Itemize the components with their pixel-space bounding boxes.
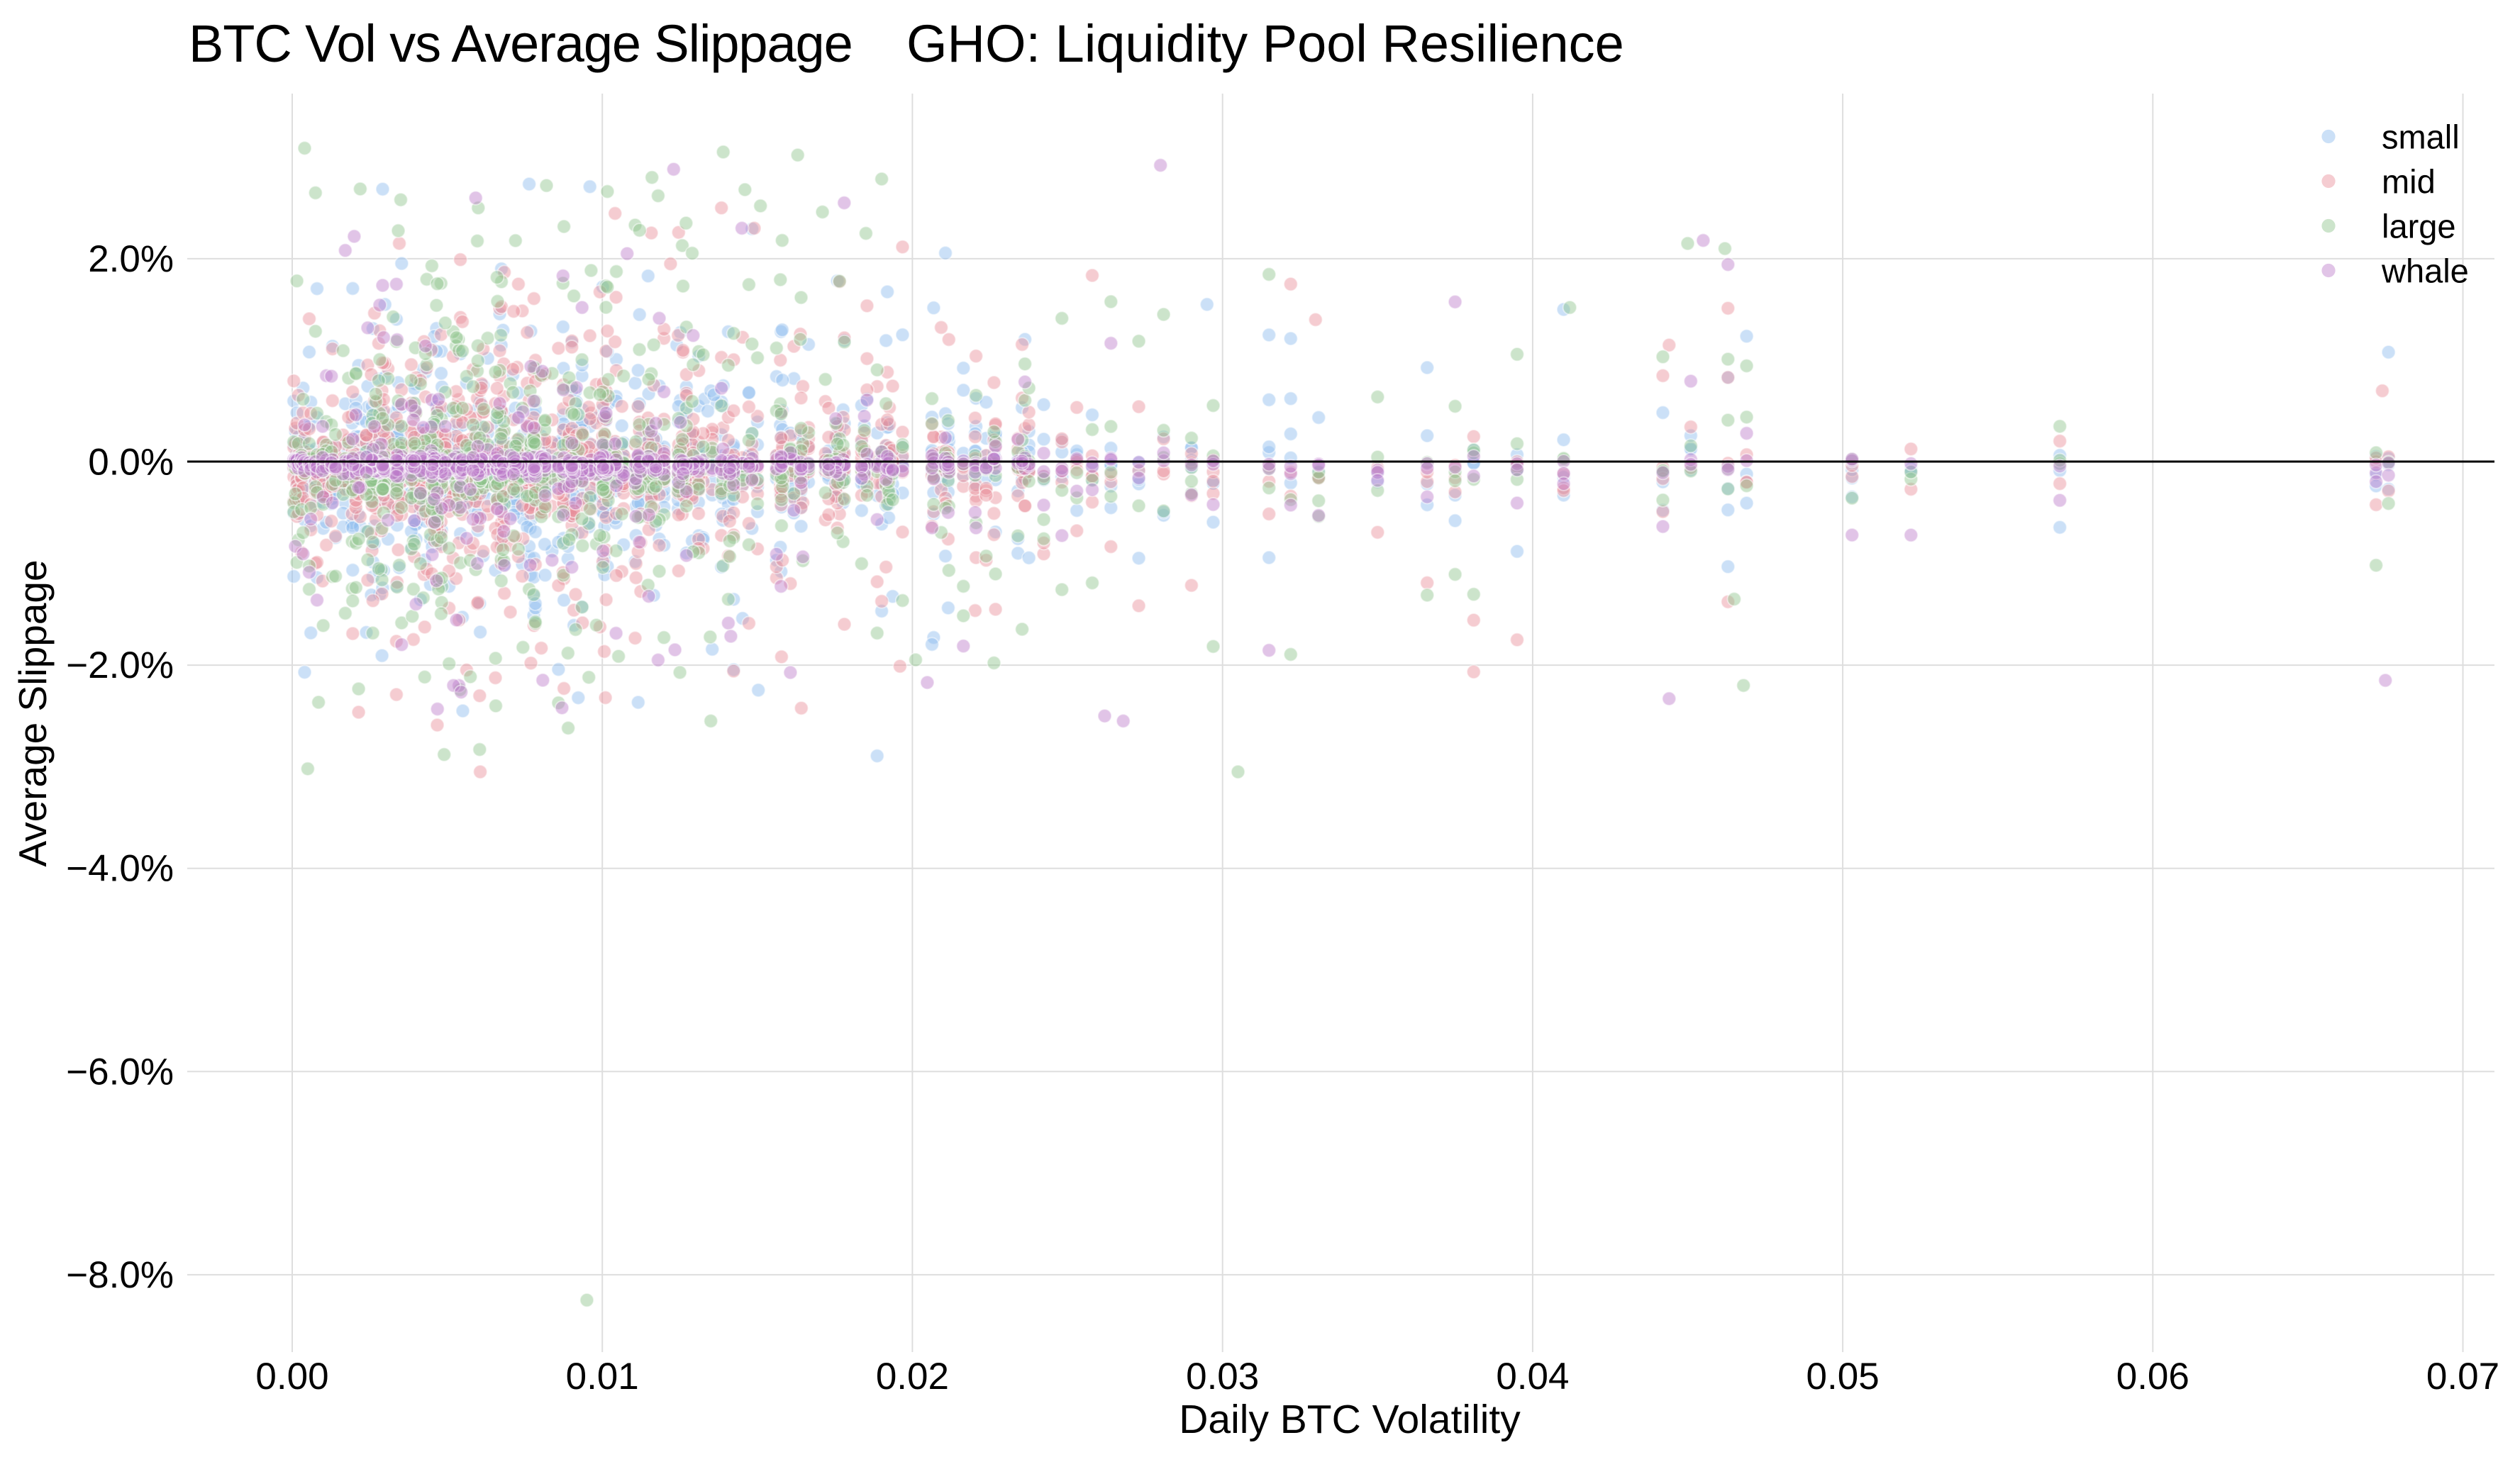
- svg-text:−6.0%: −6.0%: [66, 1051, 174, 1093]
- svg-text:BTC Vol vs Average Slippage: BTC Vol vs Average Slippage: [189, 14, 853, 73]
- svg-text:small: small: [2382, 118, 2460, 156]
- svg-text:−2.0%: −2.0%: [66, 644, 174, 686]
- svg-text:−4.0%: −4.0%: [66, 848, 174, 890]
- svg-text:0.06: 0.06: [2116, 1356, 2189, 1397]
- svg-text:mid: mid: [2382, 163, 2436, 201]
- svg-text:0.02: 0.02: [876, 1356, 949, 1397]
- svg-text:GHO: Liquidity Pool Resilience: GHO: Liquidity Pool Resilience: [906, 14, 1624, 73]
- svg-text:Average Slippage: Average Slippage: [11, 559, 55, 866]
- svg-text:−8.0%: −8.0%: [66, 1254, 174, 1296]
- svg-text:0.0%: 0.0%: [88, 442, 174, 484]
- svg-text:0.07: 0.07: [2426, 1356, 2499, 1397]
- svg-text:0.04: 0.04: [1496, 1356, 1569, 1397]
- svg-text:0.00: 0.00: [255, 1356, 328, 1397]
- svg-text:Daily BTC Volatility: Daily BTC Volatility: [1179, 1397, 1521, 1442]
- svg-text:0.05: 0.05: [1806, 1356, 1880, 1397]
- svg-text:0.03: 0.03: [1186, 1356, 1259, 1397]
- svg-text:0.01: 0.01: [566, 1356, 639, 1397]
- svg-text:whale: whale: [2381, 252, 2469, 290]
- svg-text:2.0%: 2.0%: [88, 238, 174, 280]
- svg-text:large: large: [2382, 208, 2456, 245]
